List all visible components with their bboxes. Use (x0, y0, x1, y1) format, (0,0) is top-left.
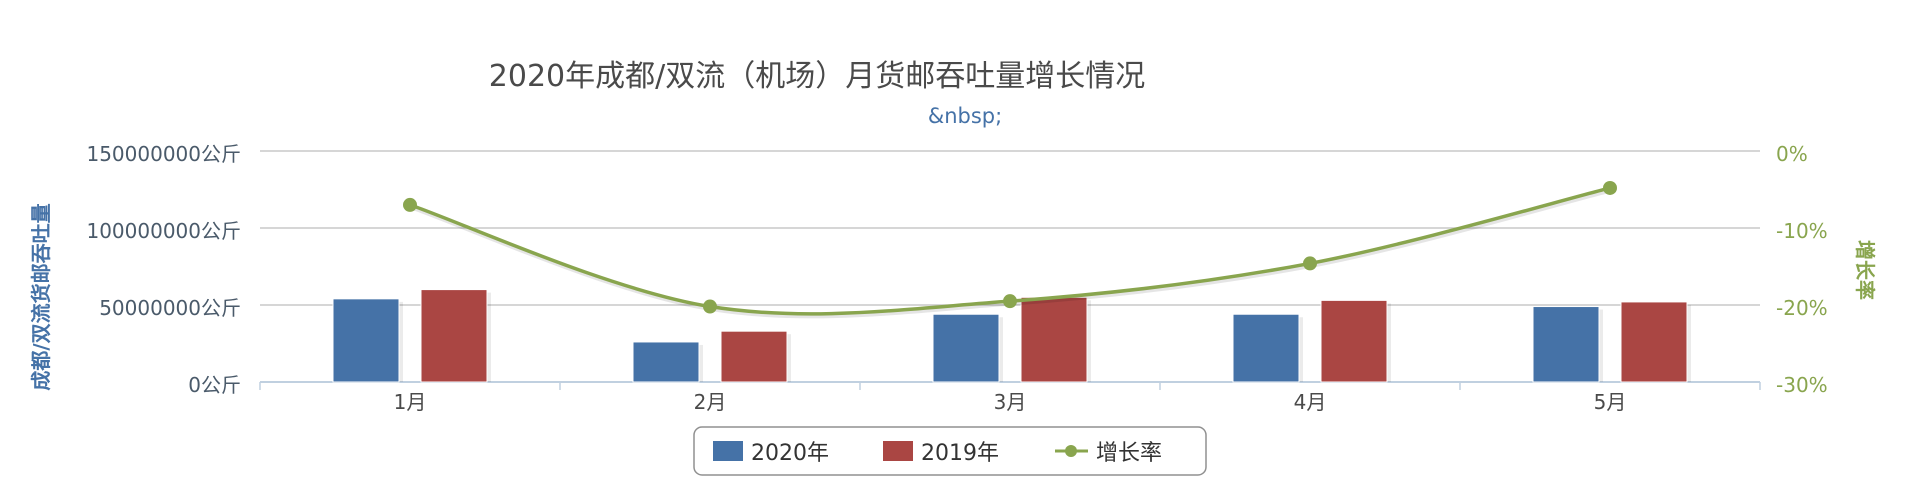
right-axis-label: 增长率 (1853, 240, 1877, 300)
x-tick-label: 2月 (694, 390, 727, 414)
chart-subtitle: &nbsp; (928, 104, 1002, 128)
bar-2019[interactable] (1320, 299, 1388, 383)
right-tick-label: -10% (1776, 219, 1828, 243)
x-tick-label: 3月 (994, 390, 1027, 414)
growth-point[interactable] (1603, 180, 1617, 195)
grid-lines (259, 150, 1761, 390)
legend-item-2020[interactable]: 2020年 (713, 441, 829, 466)
bar-2020[interactable] (932, 313, 1000, 383)
left-tick-label: 50000000公斤 (99, 296, 241, 320)
left-tick-label: 0公斤 (188, 373, 241, 397)
bar-2020[interactable] (1532, 306, 1600, 383)
x-axis-ticks: 1月 2月 3月 4月 5月 (394, 390, 1627, 414)
bar-series (332, 289, 1691, 383)
right-tick-label: 0% (1776, 142, 1808, 166)
legend-label-2019: 2019年 (921, 441, 999, 466)
growth-point[interactable] (403, 197, 417, 212)
growth-point[interactable] (703, 299, 717, 314)
legend-marker-growth (1065, 445, 1077, 457)
bar-2020[interactable] (332, 298, 400, 383)
right-axis-title: 增长率 (1853, 240, 1877, 300)
bar-2019[interactable] (1620, 301, 1688, 383)
legend-box (693, 426, 1207, 476)
bar-2019[interactable] (720, 330, 788, 383)
legend-label-2020: 2020年 (751, 441, 829, 466)
legend-label-growth: 增长率 (1096, 441, 1162, 466)
x-tick-label: 5月 (1594, 390, 1627, 414)
left-axis-label: 成都/双流货邮吞吐量 (29, 203, 53, 390)
legend-swatch-2019 (883, 441, 913, 461)
bar-2019[interactable] (420, 289, 488, 383)
chart-title: 2020年成都/双流（机场）月货邮吞吐量增长情况 (489, 59, 1145, 94)
line-series (403, 180, 1617, 319)
left-axis-ticks: 0公斤 50000000公斤 100000000公斤 150000000公斤 (86, 142, 241, 397)
right-tick-label: -20% (1776, 296, 1828, 320)
x-tick-label: 4月 (1294, 390, 1327, 414)
right-tick-label: -30% (1776, 373, 1828, 397)
legend-item-growth[interactable]: 增长率 (1055, 441, 1162, 466)
bar-2020[interactable] (1232, 313, 1300, 383)
legend-item-2019[interactable]: 2019年 (883, 441, 999, 466)
growth-point[interactable] (1303, 256, 1317, 271)
bar-2019[interactable] (1020, 296, 1088, 383)
legend-swatch-2020 (713, 441, 743, 461)
left-tick-label: 150000000公斤 (86, 142, 241, 166)
growth-point[interactable] (1003, 294, 1017, 309)
bar-2020[interactable] (632, 341, 700, 383)
left-tick-label: 100000000公斤 (86, 219, 241, 243)
legend: 2020年 2019年 增长率 (693, 426, 1207, 476)
left-axis-title: 成都/双流货邮吞吐量 (29, 203, 53, 390)
x-tick-label: 1月 (394, 390, 427, 414)
right-axis-ticks: -30% -20% -10% 0% (1776, 142, 1828, 397)
